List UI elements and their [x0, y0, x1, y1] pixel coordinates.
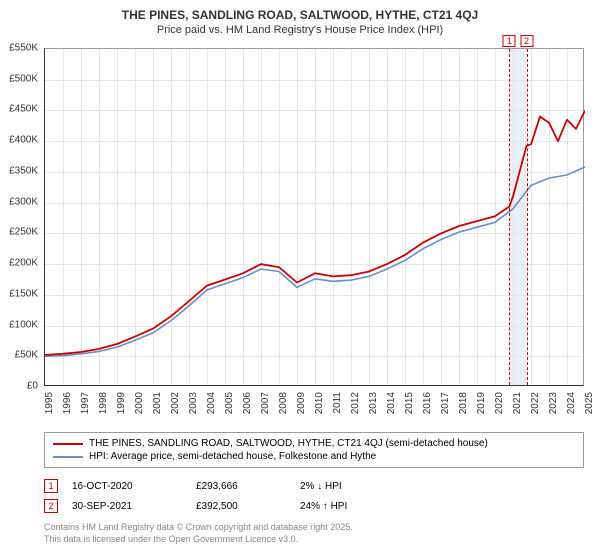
x-tick-label: 2004: [206, 392, 217, 414]
title-block: THE PINES, SANDLING ROAD, SALTWOOD, HYTH…: [0, 0, 600, 36]
x-tick-label: 2010: [314, 392, 325, 414]
x-tick-label: 2023: [548, 392, 559, 414]
y-tick-label: £550K: [9, 43, 38, 54]
marker-vline: [527, 49, 528, 385]
x-tick-label: 2015: [404, 392, 415, 414]
marker-badge: 2: [520, 35, 533, 47]
x-tick-label: 2016: [422, 392, 433, 414]
x-tick-label: 2017: [440, 392, 451, 414]
sale-markers: 1 16-OCT-2020 £293,666 2% ↓ HPI 2 30-SEP-2021…: [44, 476, 584, 516]
x-tick-label: 2012: [350, 392, 361, 414]
x-tick-label: 1999: [116, 392, 127, 414]
y-tick-label: £200K: [9, 258, 38, 269]
sale-marker-num: 2: [44, 499, 58, 513]
y-tick-label: £300K: [9, 196, 38, 207]
y-tick-label: £250K: [9, 227, 38, 238]
chart-title: THE PINES, SANDLING ROAD, SALTWOOD, HYTH…: [0, 8, 600, 22]
y-tick-label: £500K: [9, 73, 38, 84]
x-axis: 1995 1996 1997 1998 1999 2000 2001 2002 2003 2004…: [44, 390, 584, 426]
legend-row: HPI: Average price, semi-detached house,…: [53, 450, 575, 463]
y-tick-label: £400K: [9, 135, 38, 146]
x-tick-label: 2024: [566, 392, 577, 414]
x-tick-label: 2021: [512, 392, 523, 414]
x-tick-label: 1995: [44, 392, 55, 414]
x-tick-label: 2011: [332, 392, 343, 414]
x-tick-label: 2018: [458, 392, 469, 414]
x-tick-label: 2008: [278, 392, 289, 414]
x-tick-label: 2003: [188, 392, 199, 414]
plot-area: 12: [44, 48, 584, 386]
series-hpi: [45, 167, 585, 356]
footer-line2: This data is licensed under the Open Gov…: [44, 534, 353, 546]
x-tick-label: 2001: [152, 392, 163, 414]
sale-marker-num: 1: [44, 479, 58, 493]
legend-row: THE PINES, SANDLING ROAD, SALTWOOD, HYTH…: [53, 437, 575, 450]
y-tick-label: £450K: [9, 104, 38, 115]
legend-swatch: [53, 443, 83, 445]
x-tick-label: 2005: [224, 392, 235, 414]
sale-marker-change: 2% ↓ HPI: [300, 481, 400, 492]
sale-marker-row: 2 30-SEP-2021 £392,500 24% ↑ HPI: [44, 496, 584, 516]
sale-marker-price: £293,666: [196, 481, 286, 492]
x-tick-label: 2020: [494, 392, 505, 414]
x-tick-label: 1998: [98, 392, 109, 414]
footer: Contains HM Land Registry data © Crown c…: [44, 522, 353, 545]
sale-marker-row: 1 16-OCT-2020 £293,666 2% ↓ HPI: [44, 476, 584, 496]
legend-label: HPI: Average price, semi-detached house,…: [89, 451, 376, 462]
sale-marker-date: 16-OCT-2020: [72, 481, 182, 492]
legend-label: THE PINES, SANDLING ROAD, SALTWOOD, HYTH…: [89, 438, 488, 449]
marker-badge: 1: [503, 35, 516, 47]
x-tick-label: 2022: [530, 392, 541, 414]
x-tick-label: 2019: [476, 392, 487, 414]
y-axis: £0£50K£100K£150K£200K£250K£300K£350K£400…: [0, 48, 42, 386]
x-tick-label: 2014: [386, 392, 397, 414]
y-tick-label: £350K: [9, 165, 38, 176]
sale-marker-price: £392,500: [196, 501, 286, 512]
legend-box: THE PINES, SANDLING ROAD, SALTWOOD, HYTH…: [44, 432, 584, 468]
x-tick-label: 2000: [134, 392, 145, 414]
y-tick-label: £150K: [9, 288, 38, 299]
x-tick-label: 1997: [80, 392, 91, 414]
footer-line1: Contains HM Land Registry data © Crown c…: [44, 522, 353, 534]
x-tick-label: 2013: [368, 392, 379, 414]
chart-container: THE PINES, SANDLING ROAD, SALTWOOD, HYTH…: [0, 0, 600, 560]
plot-svg: [45, 49, 585, 387]
sale-marker-change: 24% ↑ HPI: [300, 501, 400, 512]
x-tick-label: 2009: [296, 392, 307, 414]
series-price_paid: [45, 111, 585, 356]
y-tick-label: £50K: [15, 350, 38, 361]
x-tick-label: 2025: [584, 392, 595, 414]
x-tick-label: 1996: [62, 392, 73, 414]
x-tick-label: 2002: [170, 392, 181, 414]
sale-marker-date: 30-SEP-2021: [72, 501, 182, 512]
y-tick-label: £100K: [9, 319, 38, 330]
marker-vline: [509, 49, 510, 385]
legend-swatch: [53, 456, 83, 458]
x-tick-label: 2007: [260, 392, 271, 414]
x-tick-label: 2006: [242, 392, 253, 414]
y-tick-label: £0: [27, 381, 38, 392]
